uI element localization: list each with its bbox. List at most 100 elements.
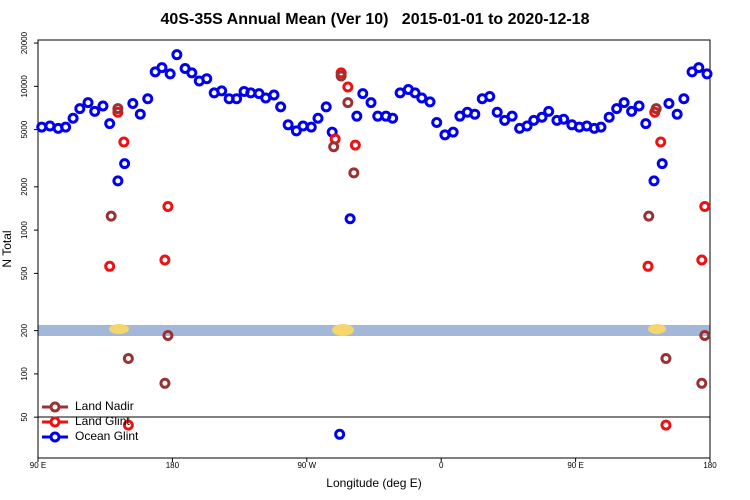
data-point (348, 167, 360, 179)
legend-marker (49, 401, 61, 413)
data-point (104, 118, 116, 130)
data-point (275, 101, 287, 113)
legend-marker (49, 416, 61, 428)
data-point (365, 97, 377, 109)
data-point (105, 210, 117, 222)
data-point (349, 139, 361, 151)
data-point (312, 112, 324, 124)
y-tick-label: 20000 (20, 31, 29, 54)
x-tick-label: 0 (439, 461, 444, 470)
y-tick-label: 10000 (20, 75, 29, 98)
data-point (491, 106, 503, 118)
data-point (660, 352, 672, 364)
data-point (693, 62, 705, 74)
data-point (297, 120, 309, 132)
chart-title: 40S-35S Annual Mean (Ver 10) 2015-01-01 … (161, 11, 590, 28)
data-point (268, 89, 280, 101)
data-point (701, 68, 713, 80)
data-point (543, 105, 555, 117)
data-point (186, 67, 198, 79)
y-tick-label: 1000 (20, 221, 29, 239)
data-point (696, 254, 708, 266)
data-point (122, 419, 134, 431)
data-point (164, 68, 176, 80)
data-point (335, 70, 347, 82)
legend-label: Ocean Glint (75, 429, 139, 443)
data-point (342, 97, 354, 109)
data-point (328, 141, 340, 153)
y-tick-label: 5000 (20, 120, 29, 138)
data-point (469, 108, 481, 120)
plot-frame (37, 39, 711, 459)
data-point (112, 175, 124, 187)
data-point (595, 121, 607, 133)
data-point (112, 103, 124, 115)
data-point (506, 110, 518, 122)
y-tick-label: 200 (20, 323, 29, 337)
data-point (643, 210, 655, 222)
data-point (104, 260, 116, 272)
data-point (699, 200, 711, 212)
data-point (416, 92, 428, 104)
y-tick-label: 50 (20, 412, 29, 421)
data-point (127, 97, 139, 109)
data-point (201, 73, 213, 85)
data-point (603, 111, 615, 123)
data-point (655, 136, 667, 148)
data-point (334, 428, 346, 440)
data-point (60, 121, 72, 133)
data-point (89, 105, 101, 117)
data-point (344, 213, 356, 225)
data-point (618, 97, 630, 109)
data-point (447, 126, 459, 138)
x-tick-label: 90 W (297, 461, 316, 470)
data-point (36, 121, 48, 133)
data-point (305, 121, 317, 133)
data-point (142, 93, 154, 105)
data-point (431, 117, 443, 129)
data-point (640, 118, 652, 130)
data-point (671, 108, 683, 120)
data-point (663, 97, 675, 109)
data-point (351, 110, 363, 122)
data-point (696, 377, 708, 389)
band (38, 325, 710, 336)
data-point (162, 329, 174, 341)
data-point (122, 352, 134, 364)
data-point (231, 93, 243, 105)
data-point (536, 111, 548, 123)
x-tick-label: 180 (703, 461, 717, 470)
y-tick-label: 100 (20, 367, 29, 381)
data-point (156, 62, 168, 74)
data-point (484, 90, 496, 102)
data-point (409, 87, 421, 99)
data-point (387, 112, 399, 124)
data-point (67, 112, 79, 124)
data-point (642, 260, 654, 272)
data-point (650, 103, 662, 115)
x-tick-label: 90 E (567, 461, 583, 470)
data-point (134, 108, 146, 120)
data-point (633, 100, 645, 112)
highlight (109, 324, 666, 336)
x-axis-label: Longitude (deg E) (326, 476, 421, 490)
data-point (320, 101, 332, 113)
y-tick-label: 2000 (20, 177, 29, 195)
y-axis-label: N Total (0, 230, 14, 267)
data-point (678, 93, 690, 105)
data-point (162, 200, 174, 212)
data-point (119, 158, 131, 170)
x-tick-label: 180 (166, 461, 180, 470)
data-point (342, 81, 354, 93)
data-point (660, 419, 672, 431)
data-point (521, 120, 533, 132)
data-point (159, 377, 171, 389)
data-point (290, 125, 302, 137)
data-point (656, 158, 668, 170)
data-point (171, 49, 183, 61)
data-point (626, 105, 638, 117)
y-tick-label: 500 (20, 266, 29, 280)
data-point (82, 97, 94, 109)
data-point (424, 96, 436, 108)
